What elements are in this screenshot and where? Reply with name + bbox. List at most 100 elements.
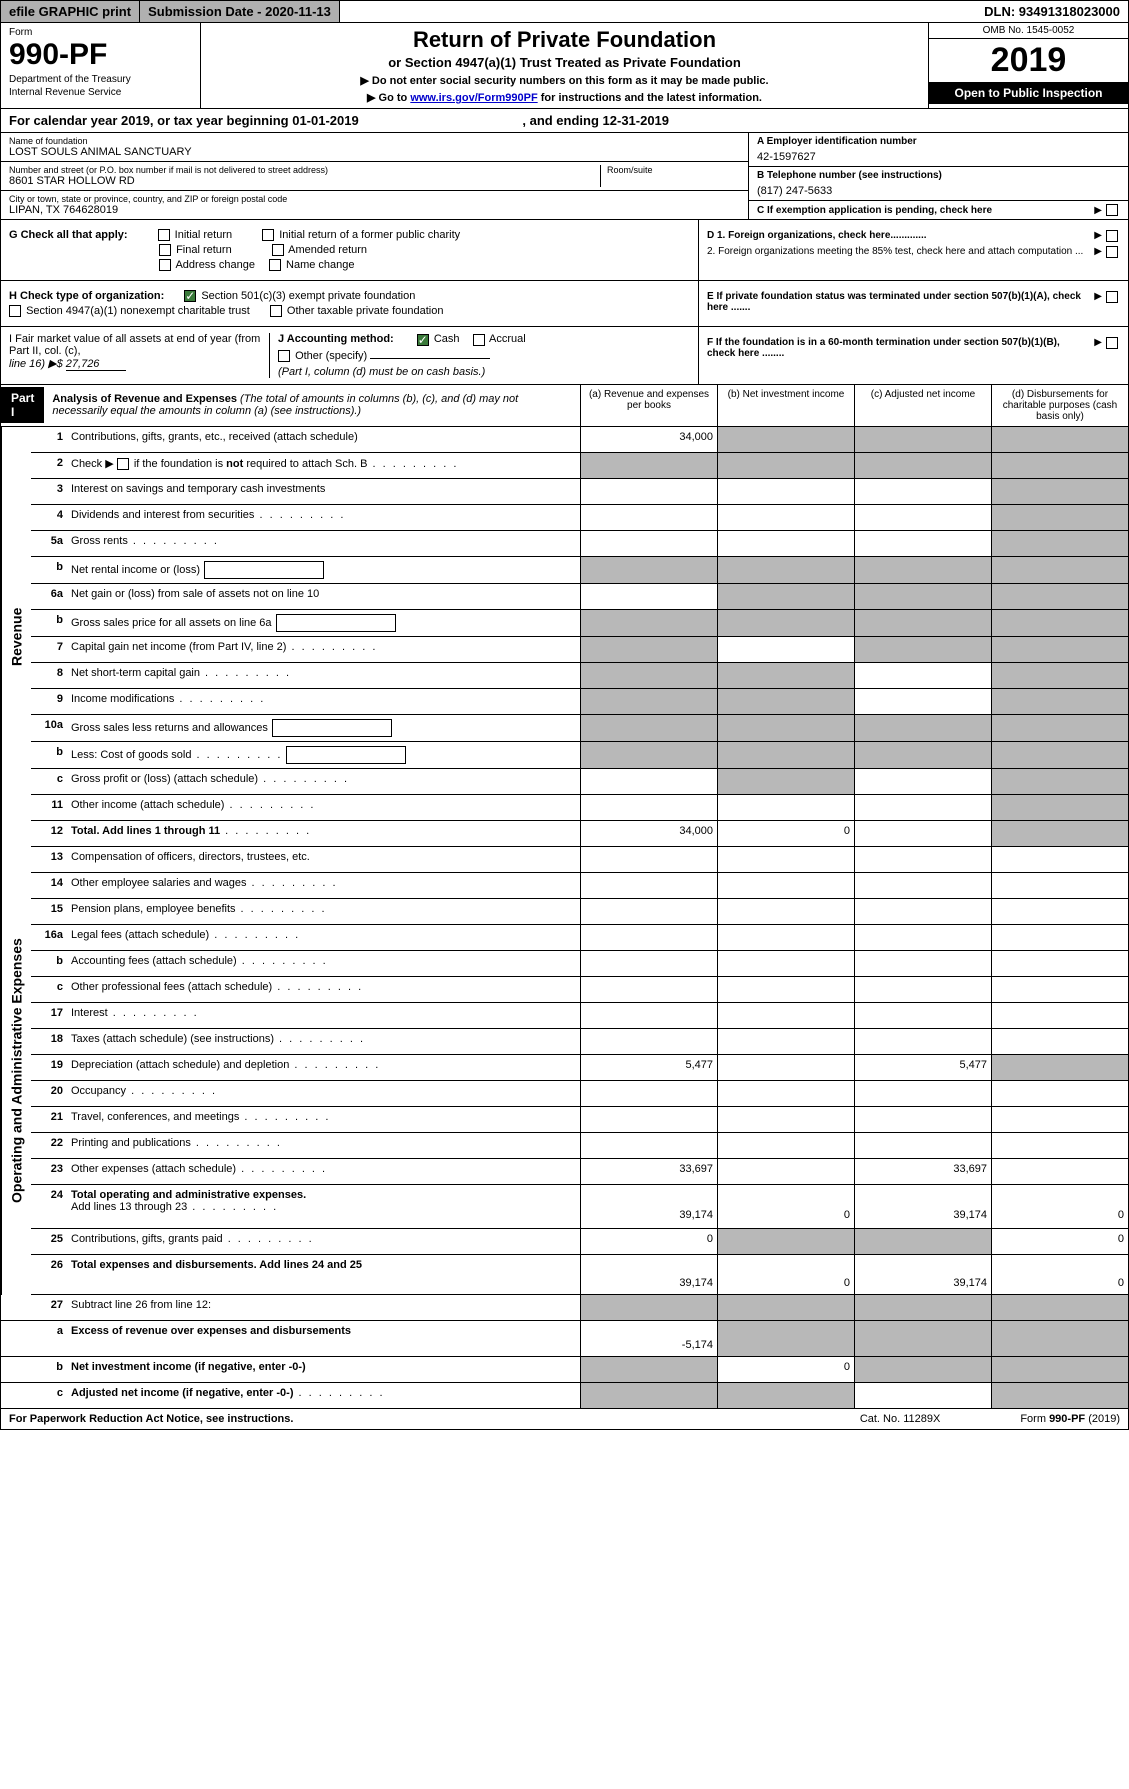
col-a-header: (a) Revenue and expenses per books [580, 385, 717, 426]
line-26: 26Total expenses and disbursements. Add … [31, 1255, 1128, 1295]
expenses-section: Operating and Administrative Expenses 13… [0, 847, 1129, 1295]
footer-left: For Paperwork Reduction Act Notice, see … [9, 1413, 293, 1425]
line-19: 19Depreciation (attach schedule) and dep… [31, 1055, 1128, 1081]
info-left: Name of foundation LOST SOULS ANIMAL SAN… [1, 133, 748, 219]
col-c-header: (c) Adjusted net income [854, 385, 991, 426]
form-title: Return of Private Foundation [209, 27, 920, 53]
form-subtitle: or Section 4947(a)(1) Trust Treated as P… [209, 55, 920, 70]
part1-header-row: Part I Analysis of Revenue and Expenses … [0, 385, 1129, 427]
open-public: Open to Public Inspection [929, 82, 1128, 104]
line-4: 4Dividends and interest from securities [31, 505, 1128, 531]
arrow-icon: ▶ [1094, 291, 1102, 302]
line-21: 21Travel, conferences, and meetings [31, 1107, 1128, 1133]
line-7: 7Capital gain net income (from Part IV, … [31, 637, 1128, 663]
e-checkbox[interactable] [1106, 291, 1118, 303]
info-block: Name of foundation LOST SOULS ANIMAL SAN… [0, 133, 1129, 220]
line-10c: cGross profit or (loss) (attach schedule… [31, 769, 1128, 795]
line-3: 3Interest on savings and temporary cash … [31, 479, 1128, 505]
revenue-side-label: Revenue [1, 427, 31, 847]
dept-irs: Internal Revenue Service [9, 87, 192, 98]
line-27: 27Subtract line 26 from line 12: [1, 1295, 1128, 1321]
line2-checkbox[interactable] [117, 458, 129, 470]
line-27c: cAdjusted net income (if negative, enter… [1, 1383, 1128, 1409]
f-checkbox[interactable] [1106, 337, 1118, 349]
note-ssn: ▶ Do not enter social security numbers o… [209, 74, 920, 87]
d2-checkbox[interactable] [1106, 246, 1118, 258]
line-6b: bGross sales price for all assets on lin… [31, 610, 1128, 637]
header-middle: Return of Private Foundation or Section … [201, 23, 928, 108]
part1-label: Part I [1, 387, 44, 423]
j-cash-checkbox[interactable] [417, 334, 429, 346]
line-27b: bNet investment income (if negative, ent… [1, 1357, 1128, 1383]
header-left: Form 990-PF Department of the Treasury I… [1, 23, 201, 108]
arrow-icon: ▶ [1094, 246, 1102, 257]
line-22: 22Printing and publications [31, 1133, 1128, 1159]
arrow-icon: ▶ [1094, 230, 1102, 241]
g-initial-checkbox[interactable] [158, 229, 170, 241]
tax-year: 2019 [929, 39, 1128, 82]
header-right: OMB No. 1545-0052 2019 Open to Public In… [928, 23, 1128, 108]
g-name-checkbox[interactable] [269, 259, 281, 271]
dln-label: DLN: 93491318023000 [976, 1, 1128, 22]
check-section-ij: I Fair market value of all assets at end… [0, 327, 1129, 384]
line27-block: 27Subtract line 26 from line 12: aExcess… [0, 1295, 1129, 1409]
line-2: 2Check ▶ if the foundation is not requir… [31, 453, 1128, 479]
line-10a: 10aGross sales less returns and allowanc… [31, 715, 1128, 742]
d1-checkbox[interactable] [1106, 230, 1118, 242]
line-16c: cOther professional fees (attach schedul… [31, 977, 1128, 1003]
footer-form: Form 990-PF (2019) [1020, 1413, 1120, 1425]
ein-cell: A Employer identification number 42-1597… [749, 133, 1128, 167]
g-final-checkbox[interactable] [159, 244, 171, 256]
d-checks: D 1. Foreign organizations, check here..… [698, 220, 1128, 280]
line-13: 13Compensation of officers, directors, t… [31, 847, 1128, 873]
page-footer: For Paperwork Reduction Act Notice, see … [0, 1409, 1129, 1430]
c-checkbox[interactable] [1106, 204, 1118, 216]
g-address-checkbox[interactable] [159, 259, 171, 271]
line-23: 23Other expenses (attach schedule)33,697… [31, 1159, 1128, 1185]
irs-link[interactable]: www.irs.gov/Form990PF [410, 92, 537, 104]
line-27a: aExcess of revenue over expenses and dis… [1, 1321, 1128, 1357]
line-1: 1Contributions, gifts, grants, etc., rec… [31, 427, 1128, 453]
h-checks: H Check type of organization: Section 50… [1, 281, 698, 326]
city-cell: City or town, state or province, country… [1, 191, 748, 219]
fmv-value: 27,726 [66, 358, 126, 371]
check-section-g: G Check all that apply: Initial return I… [0, 220, 1129, 281]
line-14: 14Other employee salaries and wages [31, 873, 1128, 899]
top-bar: efile GRAPHIC print Submission Date - 20… [0, 0, 1129, 23]
line-9: 9Income modifications [31, 689, 1128, 715]
h-4947-checkbox[interactable] [9, 305, 21, 317]
e-check: E If private foundation status was termi… [698, 281, 1128, 326]
line-12: 12Total. Add lines 1 through 1134,0000 [31, 821, 1128, 847]
phone-cell: B Telephone number (see instructions) (8… [749, 167, 1128, 201]
revenue-section: Revenue 1Contributions, gifts, grants, e… [0, 427, 1129, 847]
note-link: ▶ Go to www.irs.gov/Form990PF for instru… [209, 91, 920, 104]
line-18: 18Taxes (attach schedule) (see instructi… [31, 1029, 1128, 1055]
efile-label: efile GRAPHIC print [1, 1, 140, 22]
line-17: 17Interest [31, 1003, 1128, 1029]
h-other-checkbox[interactable] [270, 305, 282, 317]
footer-catno: Cat. No. 11289X [860, 1413, 941, 1425]
line-5a: 5aGross rents [31, 531, 1128, 557]
g-checks: G Check all that apply: Initial return I… [1, 220, 698, 280]
line-5b: bNet rental income or (loss) [31, 557, 1128, 584]
h-501c3-checkbox[interactable] [184, 290, 196, 302]
f-check: F If the foundation is in a 60-month ter… [698, 327, 1128, 383]
line-11: 11Other income (attach schedule) [31, 795, 1128, 821]
form-header: Form 990-PF Department of the Treasury I… [0, 23, 1129, 109]
form-number: 990-PF [9, 38, 192, 72]
line-16a: 16aLegal fees (attach schedule) [31, 925, 1128, 951]
j-other-checkbox[interactable] [278, 350, 290, 362]
col-d-header: (d) Disbursements for charitable purpose… [991, 385, 1128, 426]
line-25: 25Contributions, gifts, grants paid00 [31, 1229, 1128, 1255]
calendar-year-row: For calendar year 2019, or tax year begi… [0, 109, 1129, 133]
omb-number: OMB No. 1545-0052 [929, 23, 1128, 39]
j-accrual-checkbox[interactable] [473, 334, 485, 346]
line-6a: 6aNet gain or (loss) from sale of assets… [31, 584, 1128, 610]
g-initial-former-checkbox[interactable] [262, 229, 274, 241]
g-amended-checkbox[interactable] [272, 244, 284, 256]
form-label: Form [9, 27, 192, 38]
part1-title-block: Part I Analysis of Revenue and Expenses … [1, 385, 580, 426]
c-exemption-cell: C If exemption application is pending, c… [749, 201, 1128, 219]
line-8: 8Net short-term capital gain [31, 663, 1128, 689]
address-cell: Number and street (or P.O. box number if… [1, 162, 748, 191]
